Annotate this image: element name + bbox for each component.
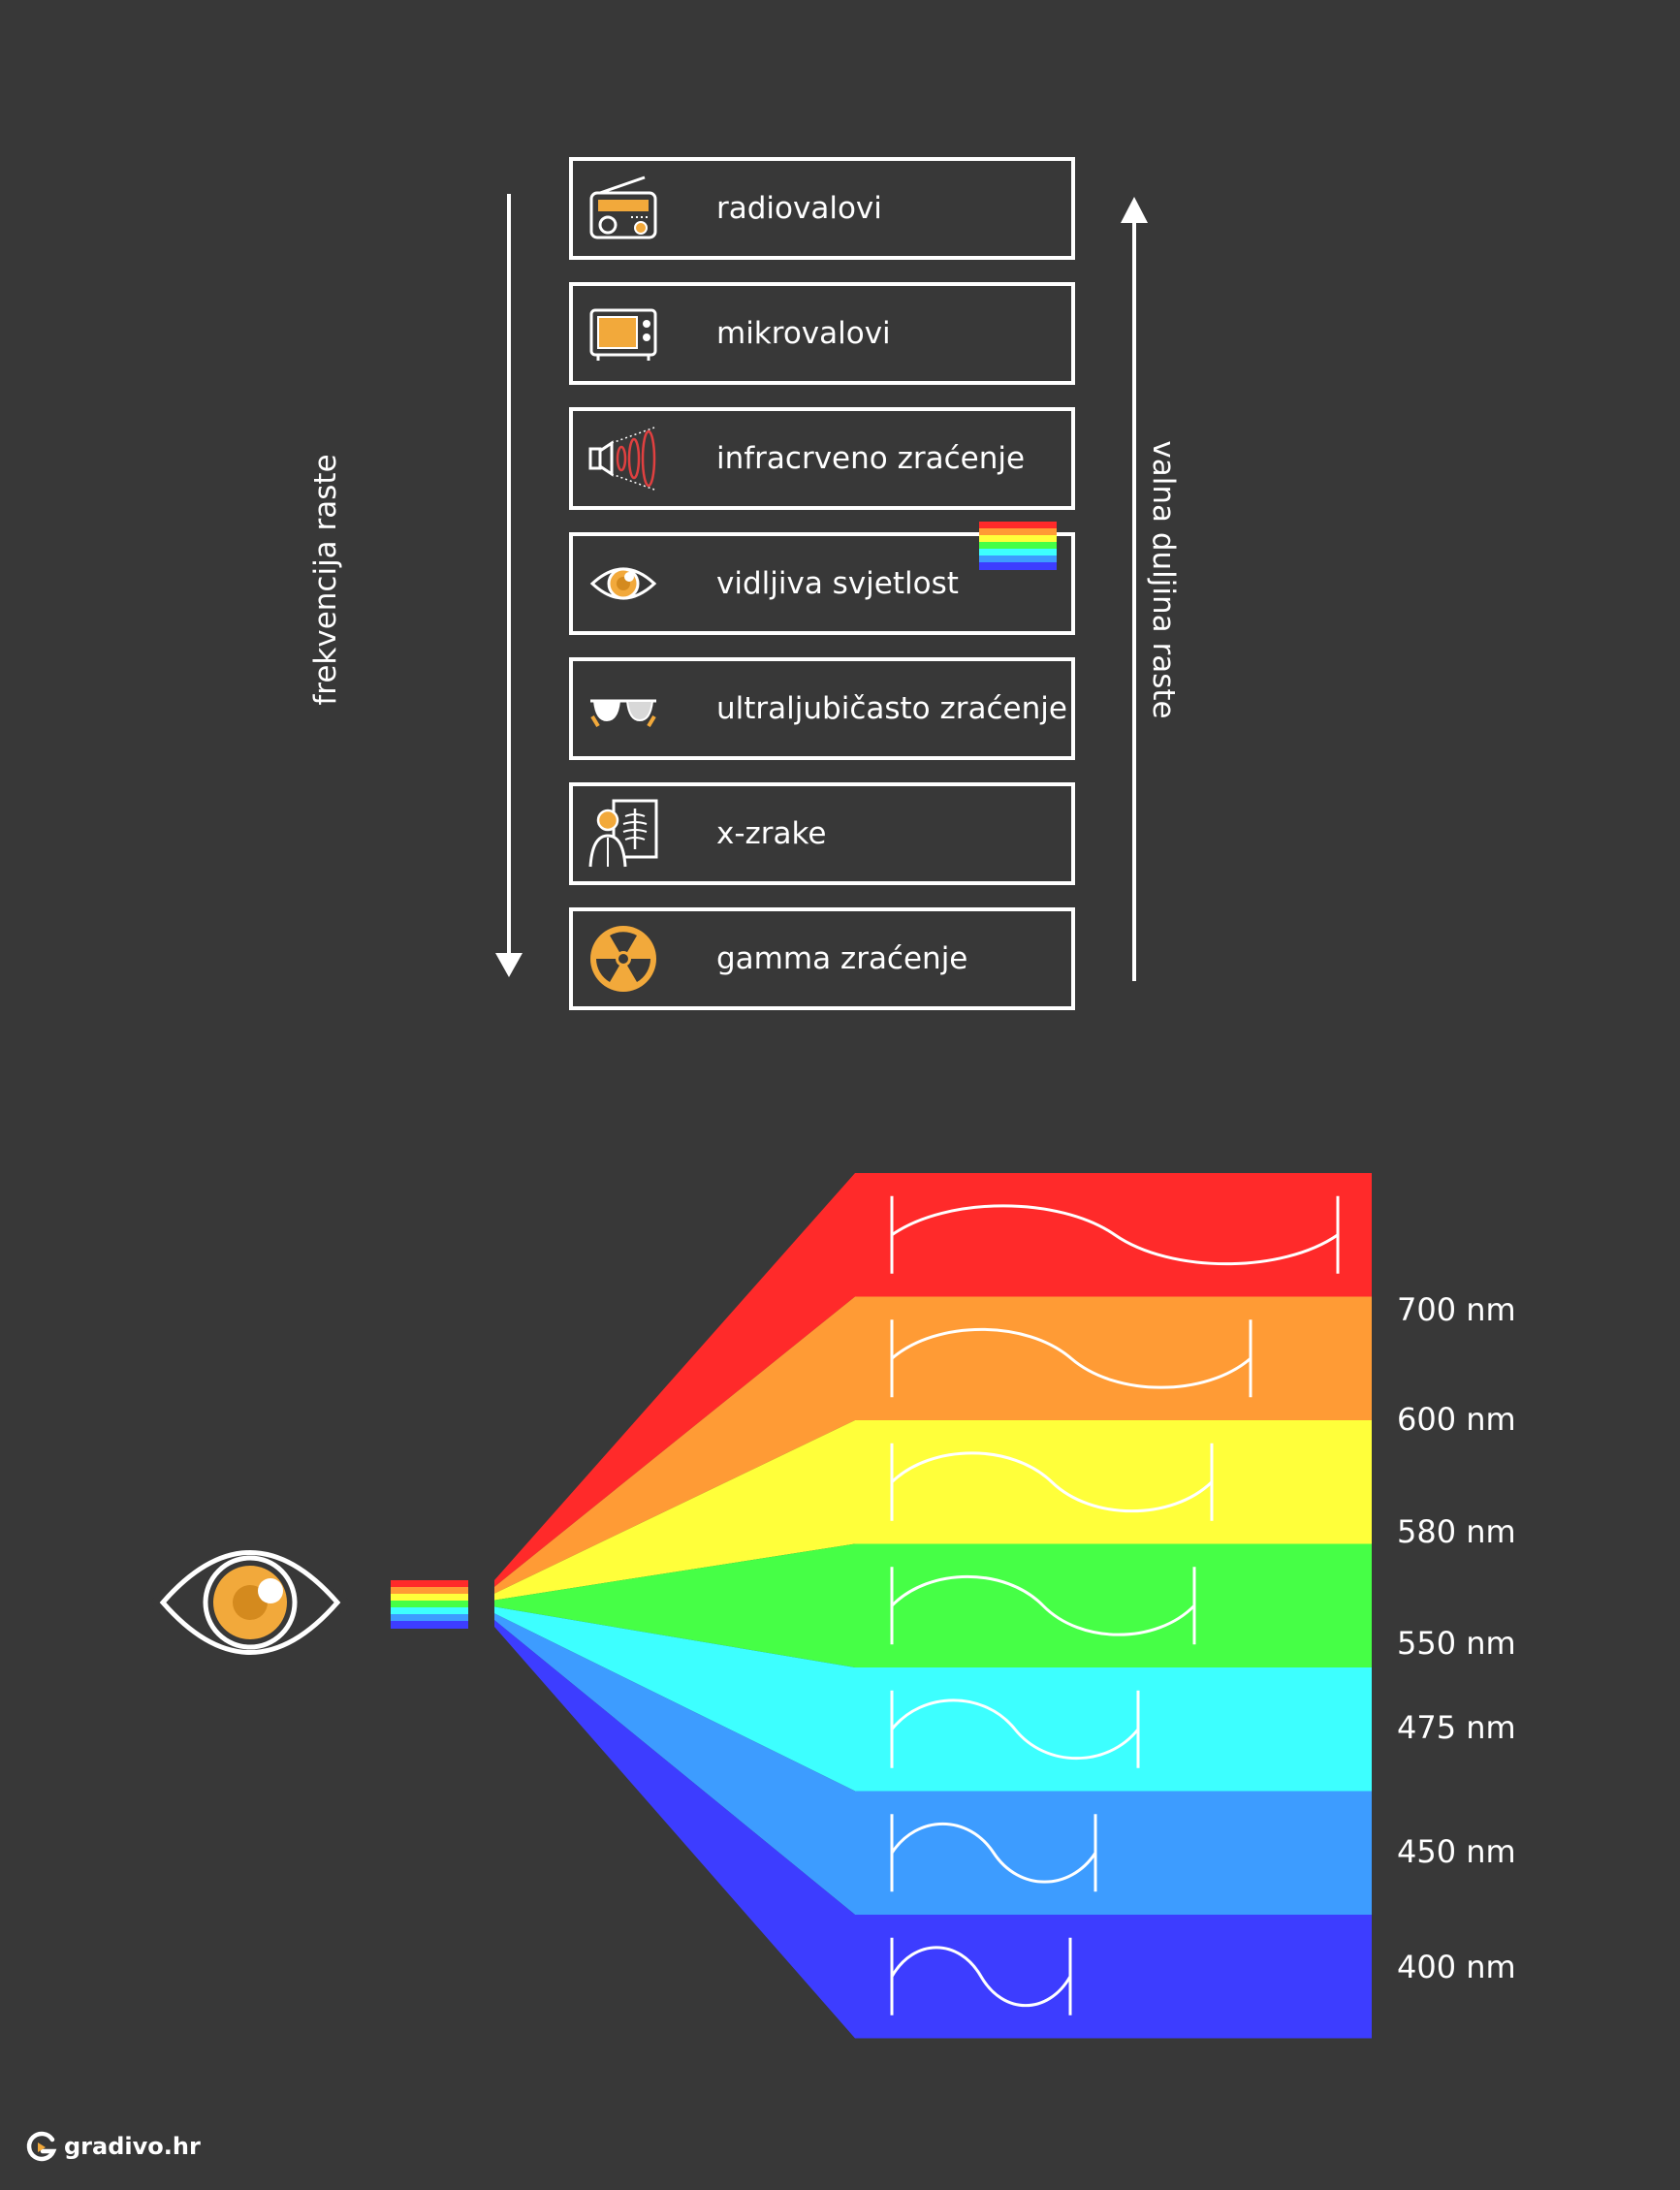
rainbow-stripe [391, 1580, 468, 1588]
microwave-icon [589, 308, 657, 361]
spectrum-box-ultraviolet: ultraljubičasto zraćenje [569, 657, 1075, 760]
nm-label-700: 700 nm [1397, 1291, 1516, 1328]
wave-curve [890, 1698, 1140, 1760]
xray-icon [588, 799, 658, 868]
spectrum-bands [494, 1173, 1372, 2039]
spectrum-box-visible: vidljiva svjetlost [569, 522, 1075, 635]
spectrum-band [494, 1296, 1372, 1594]
rainbow-stripe [391, 1601, 468, 1608]
wave-curve [890, 1946, 1072, 2008]
eye-icon [589, 567, 657, 600]
visible-light-label: vidljiva svjetlost [716, 566, 959, 601]
nm-label-600: 600 nm [1397, 1401, 1516, 1438]
big-eye-icon [150, 1550, 350, 1655]
nm-label-550: 550 nm [1397, 1625, 1516, 1662]
arrows [495, 194, 1148, 981]
nm-label-580: 580 nm [1397, 1513, 1516, 1550]
wavelength-arrow [1121, 197, 1148, 981]
spectrum-band [494, 1543, 1372, 1667]
xray-label: x-zrake [716, 816, 827, 851]
rainbow-stripe [391, 1621, 468, 1629]
spectrum-box-infrared: infracrveno zraćenje [569, 407, 1075, 510]
frequency-arrow [495, 194, 523, 977]
spectrum-box-microwave: mikrovalovi [569, 282, 1075, 385]
radiation-icon [590, 926, 656, 992]
infrared-label: infracrveno zraćenje [716, 441, 1026, 476]
spectrum-band [494, 1613, 1372, 1915]
brand-logo[interactable]: gradivo.hr [25, 2129, 201, 2164]
spectrum-box-xray: x-zrake [569, 782, 1075, 885]
rainbow-stripe [391, 1587, 468, 1595]
infrared-icon [588, 427, 656, 491]
spectrum-box-gamma: gamma zraćenje [569, 907, 1075, 1010]
rainbow-stripe [391, 1607, 468, 1615]
gradivo-logo-icon [26, 2131, 57, 2162]
nm-label-475: 475 nm [1397, 1709, 1516, 1746]
small-rainbow-icon [391, 1580, 468, 1629]
wave-curve [891, 1204, 1339, 1266]
spectrum-waves [890, 1195, 1340, 2015]
brand-name: gradivo.hr [64, 2133, 201, 2160]
rainbow-stripe [391, 1614, 468, 1622]
rainbow-flag-icon [979, 522, 1057, 570]
spectrum-band [494, 1173, 1372, 1587]
spectrum-band [494, 1620, 1372, 2039]
ultraviolet-label: ultraljubičasto zraćenje [716, 691, 1067, 726]
radio-icon [589, 175, 657, 239]
spectrum-box-radio: radiovalovi [569, 157, 1075, 260]
wave-curve [890, 1451, 1214, 1513]
sunglasses-icon [590, 699, 656, 728]
wave-curve [890, 1823, 1097, 1884]
microwaves-label: mikrovalovi [716, 316, 891, 351]
gamma-label: gamma zraćenje [716, 941, 968, 976]
nm-label-400: 400 nm [1397, 1949, 1516, 1985]
wave-curve [890, 1574, 1196, 1636]
radio-waves-label: radiovalovi [716, 191, 882, 226]
spectrum-band [494, 1420, 1372, 1601]
spectrum-band [494, 1606, 1372, 1792]
rainbow-stripe [391, 1594, 468, 1602]
wave-curve [891, 1327, 1252, 1389]
nm-label-450: 450 nm [1397, 1833, 1516, 1870]
